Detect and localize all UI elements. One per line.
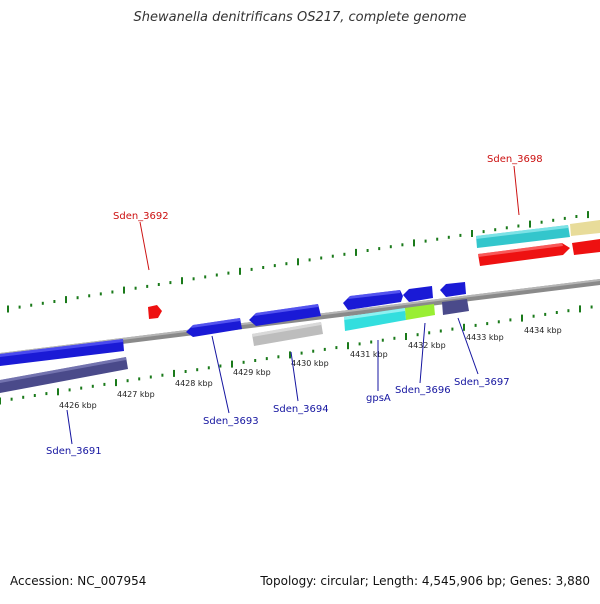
leader-line [513,165,520,216]
lower-tick-row [0,305,593,405]
upper-tick-row [7,211,589,313]
gene-sden-3698-feature[interactable] [476,225,570,248]
gene-sden-3699-cds[interactable] [572,239,600,255]
leader-line [290,351,299,402]
kbp-label: 4434 kbp [524,326,562,335]
gene-label-sden-3697[interactable]: Sden_3697 [454,377,510,388]
leader-line [211,335,230,414]
gene-label-sden-3691[interactable]: Sden_3691 [46,446,102,457]
accession-text: Accession: NC_007954 [10,574,147,588]
gene-sden-3691-cds[interactable] [0,339,124,366]
kbp-label: 4430 kbp [291,359,329,368]
gene-sden-3696-feature[interactable] [405,304,435,320]
kbp-label: 4432 kbp [408,341,446,350]
gene-label-sden-3693[interactable]: Sden_3693 [203,416,259,427]
gene-sden-3693-cds[interactable] [186,318,242,337]
kbp-label: 4428 kbp [175,379,213,388]
kbp-label: 4431 kbp [350,350,388,359]
gene-sden-3698-cds[interactable] [478,243,570,266]
kbp-label: 4426 kbp [59,401,97,410]
leader-line [419,322,426,384]
gene-sden-3691-feature[interactable] [0,357,128,393]
kbp-label: 4433 kbp [466,333,504,342]
gene-label-sden-3692[interactable]: Sden_3692 [113,211,169,222]
kbp-label: 4429 kbp [233,368,271,377]
gene-label-sden-3696[interactable]: Sden_3696 [395,385,451,396]
leader-line [139,221,150,271]
genome-summary-text: Topology: circular; Length: 4,545,906 bp… [260,574,590,588]
gene-gpsa-feature[interactable] [344,308,406,331]
gene-label-sden-3694[interactable]: Sden_3694 [273,404,329,415]
gene-sden-3692-cds[interactable] [148,305,162,319]
map-title: Shewanella denitrificans OS217, complete… [133,10,467,25]
leader-line [457,317,479,375]
gene-label-sden-3698[interactable]: Sden_3698 [487,154,543,165]
gene-sden-3697-feature[interactable] [442,299,469,315]
gene-sden-3696-cds[interactable] [403,286,433,302]
gene-sden-3694-cds[interactable] [249,304,321,326]
gene-label-gpsa[interactable]: gpsA [366,393,391,404]
kbp-label: 4427 kbp [117,390,155,399]
leader-line [66,409,73,445]
gene-sden-3699-feature[interactable] [570,220,600,236]
gene-gpsa-cds[interactable] [343,290,403,310]
gene-sden-3697-cds[interactable] [440,282,466,297]
gene-sden-3694-feature[interactable] [252,322,323,346]
